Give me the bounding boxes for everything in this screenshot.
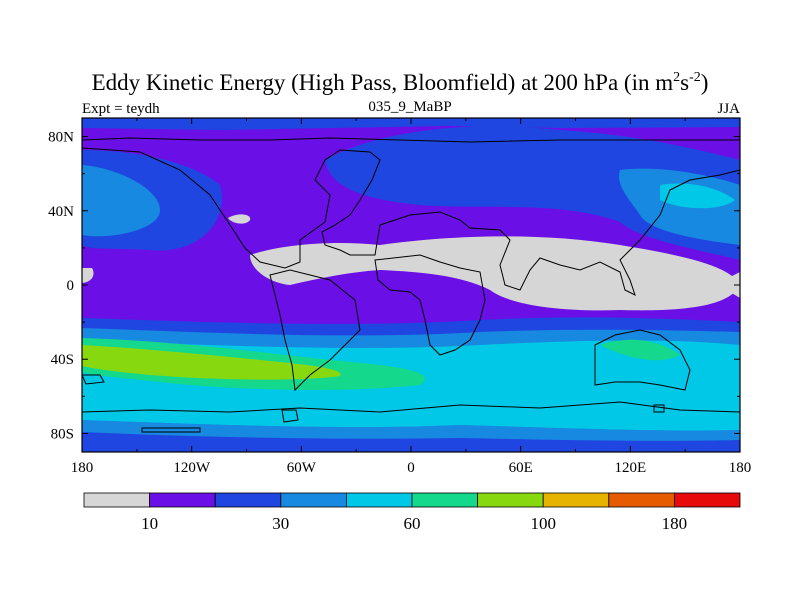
colorbar-label: 60 [404, 514, 421, 533]
colorbar-box [542, 492, 610, 508]
figure-title: Eddy Kinetic Energy (High Pass, Bloomfie… [92, 70, 709, 95]
colorbar-box [149, 492, 216, 508]
lon-label: 60W [287, 460, 317, 476]
lon-label: 60E [509, 460, 533, 476]
colorbar-box [83, 492, 150, 508]
nh-east-track-core [619, 168, 740, 245]
africa-outline [374, 254, 486, 356]
sh-storm-track-max [82, 345, 341, 380]
eke-field [82, 118, 740, 452]
colorbar-label: 30 [272, 514, 289, 533]
colorbar-label: 10 [141, 514, 158, 533]
colorbar-box [411, 492, 478, 508]
lat-label: 40N [48, 204, 74, 220]
experiment-label: Expt = teydh [82, 101, 160, 117]
colorbar: 10 30 60 100 180 [83, 492, 741, 533]
lat-label: 0 [67, 278, 75, 294]
northern-continents-outline [82, 137, 740, 296]
nh-east-track [325, 126, 740, 260]
nh-east-track-max [660, 183, 735, 209]
colorbar-box [345, 492, 413, 508]
colorbar-box [477, 492, 544, 508]
lat-label: 80S [51, 426, 74, 442]
nh-west-track-core [82, 165, 160, 237]
colorbar-label: 180 [662, 514, 688, 533]
lon-label: 180 [71, 460, 94, 476]
antarctica-outline [82, 401, 740, 452]
lon-label: 180 [729, 460, 752, 476]
colorbar-box [608, 492, 675, 508]
lon-label: 0 [407, 460, 415, 476]
longitude-axis: 180 120W 60W 0 60E 120E 180 [71, 118, 752, 476]
lon-label: 120E [614, 460, 646, 476]
colorbar-box [214, 492, 282, 508]
coastlines [82, 137, 740, 452]
south-america-outline [269, 269, 361, 392]
run-label: 035_9_MaBP [368, 99, 451, 115]
colorbar-box [280, 492, 347, 508]
small-minimum-patch [228, 214, 251, 224]
lat-label: 80N [48, 130, 74, 146]
colorbar-label: 100 [530, 514, 556, 533]
season-label: JJA [717, 101, 740, 117]
colorbar-box [674, 492, 741, 508]
lat-label: 40S [51, 352, 74, 368]
australia-outline [594, 329, 691, 391]
latitude-axis: 80N 40N 0 40S 80S [48, 130, 740, 442]
lon-label: 120W [173, 460, 211, 476]
